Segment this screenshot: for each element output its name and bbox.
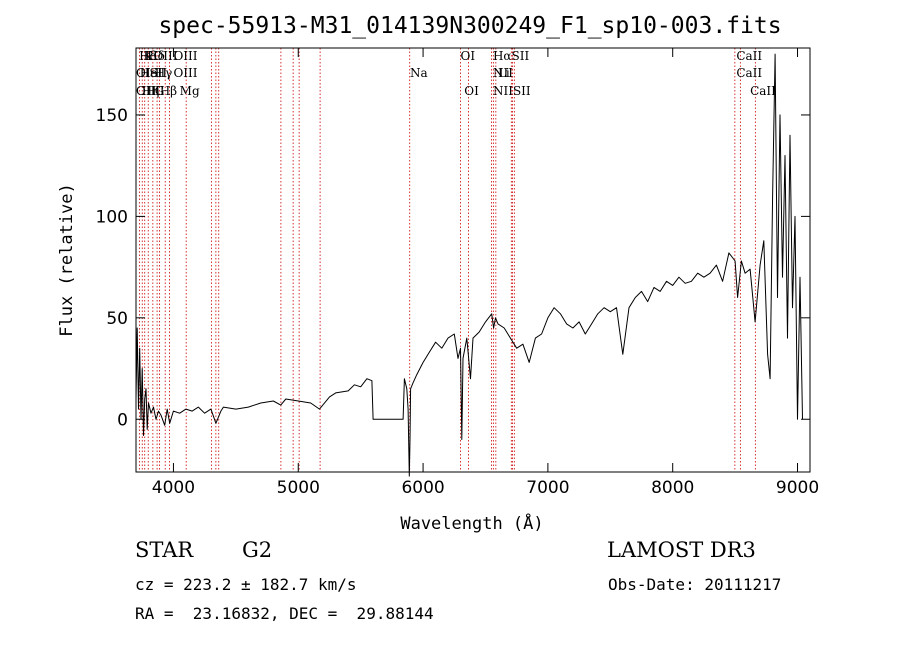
line-label-19: H <box>146 84 156 98</box>
x-tick-label-5: 9000 <box>776 478 819 498</box>
y-tick-label-2: 100 <box>96 207 128 227</box>
line-label-15: Li <box>498 66 510 80</box>
spectral-line-markers <box>138 48 756 472</box>
y-tick-label-0: 0 <box>117 410 128 430</box>
line-label-24: NIISII <box>493 84 531 98</box>
redshift-velocity: cz = 223.2 ± 182.7 km/s <box>135 575 357 594</box>
line-label-2: Hδ <box>147 49 165 63</box>
line-label-20: G <box>155 84 165 98</box>
object-class: STAR <box>135 538 194 562</box>
line-label-23: OI <box>464 84 479 98</box>
line-label-17: OIII <box>136 84 160 98</box>
line-label-11: Hγ <box>155 66 173 80</box>
line-label-7: CaII <box>736 49 762 63</box>
y-axis-label: Flux (relative) <box>57 183 77 337</box>
x-tick-label-4: 8000 <box>651 478 694 498</box>
line-label-21: Hβ <box>160 84 177 98</box>
flux-series <box>135 53 803 477</box>
chart-title: spec-55913-M31_014139N300249_F1_sp10-003… <box>158 13 781 39</box>
line-label-14: NII <box>493 66 513 80</box>
line-label-12: OIII <box>173 66 197 80</box>
plot-frame <box>135 47 811 473</box>
y-tick-label-1: 50 <box>106 309 128 329</box>
line-label-8: OI <box>136 66 151 80</box>
line-label-0: Hδ <box>139 49 157 63</box>
line-label-4: OIII <box>173 49 197 63</box>
line-label-18: Hη <box>142 84 160 98</box>
ra-dec-coordinates: RA = 23.16832, DEC = 29.88144 <box>135 604 434 623</box>
x-tick-label-3: 7000 <box>526 478 569 498</box>
y-tick-label-3: 150 <box>96 106 128 126</box>
line-label-10: ISII <box>145 66 168 80</box>
x-tick-label-0: 4000 <box>152 478 195 498</box>
x-axis-label: Wavelength (Å) <box>400 512 543 534</box>
object-subclass: G2 <box>242 538 273 562</box>
spectrum-line-0 <box>135 53 803 477</box>
axis-ticks: 4000 5000 6000 7000 8000 9000 0 50 100 150 <box>96 48 819 498</box>
survey-name: LAMOST DR3 <box>607 538 756 562</box>
line-label-1: K <box>143 49 153 63</box>
line-label-3: OIII <box>153 49 177 63</box>
x-tick-label-1: 5000 <box>277 478 320 498</box>
line-label-9: HeI <box>140 66 163 80</box>
line-label-16: CaII <box>736 66 762 80</box>
x-tick-label-2: 6000 <box>401 478 444 498</box>
line-label-13: Na <box>410 66 428 80</box>
line-label-6: HαSII <box>493 49 530 63</box>
line-label-5: OI <box>461 49 476 63</box>
line-label-25: CaII <box>750 84 776 98</box>
line-label-22: Mg <box>180 84 200 98</box>
observation-date: Obs-Date: 20111217 <box>608 575 782 594</box>
